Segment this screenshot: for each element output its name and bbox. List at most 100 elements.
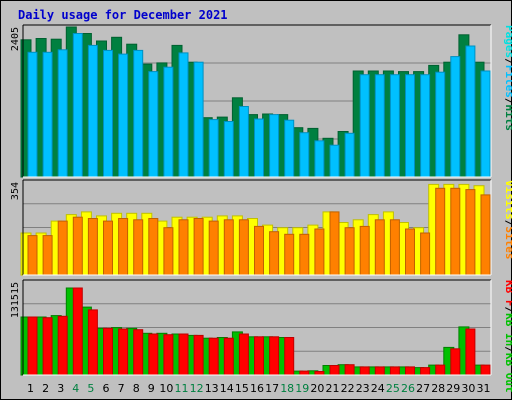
bar-visits-sites: [450, 187, 461, 276]
bar-hits-files: [27, 51, 38, 178]
bar-visits-sites: [435, 187, 446, 276]
bar-kbytes-kb-out: [42, 317, 53, 376]
x-tick-label: 4: [72, 382, 79, 395]
x-tick-label: 27: [416, 382, 430, 395]
x-tick-label: 26: [401, 382, 415, 395]
x-tick-label: 29: [446, 382, 460, 395]
x-tick-label: 2: [42, 382, 49, 395]
x-tick-label: 25: [386, 382, 400, 395]
x-tick-label: 3: [57, 382, 64, 395]
bar-visits-sites: [329, 211, 340, 276]
bar-hits-files: [72, 33, 83, 178]
bar-hits-files: [329, 144, 340, 178]
bar-hits-files: [480, 70, 491, 178]
bar-kbytes-kb-out: [389, 366, 400, 376]
bar-kbytes-kb-out: [27, 316, 38, 376]
bar-visits-sites: [72, 216, 83, 276]
bar-visits-sites: [103, 220, 113, 276]
bar-kbytes-kb-out: [133, 329, 144, 376]
legend-part-0: Visits: [503, 180, 512, 220]
bar-visits-sites: [208, 220, 219, 276]
bar-hits-files: [118, 53, 129, 178]
x-tick-label: 20: [310, 382, 324, 395]
bar-hits-files: [87, 44, 98, 178]
bar-hits-files: [314, 140, 325, 178]
bar-hits-files: [148, 71, 159, 178]
bar-hits-files: [374, 74, 385, 178]
bar-hits-files: [465, 45, 476, 178]
x-tick-label: 16: [250, 382, 264, 395]
x-tick-label: 10: [159, 382, 173, 395]
bar-kbytes-kb-out: [87, 309, 98, 376]
bar-visits-sites: [420, 232, 431, 276]
x-tick-label: 21: [326, 382, 340, 395]
panel-kbytes-legend-label: KB F/KB In/KB Out: [503, 280, 512, 393]
bar-hits-files: [420, 74, 431, 178]
chart-title: Daily usage for December 2021: [18, 8, 228, 22]
bar-hits-files: [269, 114, 280, 178]
bar-visits-sites: [57, 220, 68, 276]
panel-visits-ymax-label: 354: [10, 182, 21, 200]
bar-hits-files: [450, 56, 461, 178]
bar-kbytes-kb-out: [238, 333, 249, 376]
bar-visits-sites: [27, 235, 38, 276]
x-tick-label: 28: [431, 382, 445, 395]
bar-kbytes-kb-out: [57, 315, 68, 376]
panel-visits-legend-label: Visits/Sites: [503, 180, 512, 260]
x-tick-label: 11: [175, 382, 189, 395]
bar-hits-files: [163, 66, 174, 178]
bar-kbytes-kb-out: [284, 337, 295, 376]
bar-kbytes-kb-out: [254, 336, 264, 376]
bar-visits-sites: [284, 233, 295, 276]
bar-hits-files: [193, 61, 204, 178]
bar-visits-sites: [389, 219, 400, 276]
legend-part-4: KB Out: [503, 353, 512, 393]
panel-kbytes-ymax-label: 131515: [10, 282, 21, 318]
bar-visits-sites: [269, 231, 280, 276]
bar-visits-sites: [344, 227, 355, 276]
bar-kbytes-kb-out: [314, 371, 325, 376]
bar-hits-files: [208, 119, 219, 178]
bar-kbytes-kb-out: [118, 328, 129, 376]
bar-visits-sites: [374, 219, 385, 276]
bar-kbytes-kb-out: [103, 327, 113, 376]
panel-hits-legend-label: Pages/Files/Hits: [503, 25, 512, 131]
legend-part-2: Sites: [503, 226, 512, 259]
x-tick-label: 12: [190, 382, 204, 395]
bar-visits-sites: [299, 233, 310, 276]
bar-kbytes-kb-out: [72, 287, 83, 376]
bar-hits-files: [299, 132, 310, 178]
legend-part-1: /: [503, 220, 512, 227]
bar-visits-sites: [465, 189, 476, 276]
x-tick-label: 13: [205, 382, 219, 395]
bar-visits-sites: [223, 219, 234, 276]
legend-part-0: Pages: [503, 25, 512, 58]
bar-kbytes-kb-out: [435, 364, 446, 376]
legend-part-3: /: [503, 346, 512, 353]
bar-visits-sites: [42, 235, 53, 276]
legend-part-3: /: [503, 98, 512, 105]
legend-part-4: Hits: [503, 105, 512, 132]
bar-kbytes-kb-out: [223, 337, 234, 376]
x-tick-label: 19: [295, 382, 309, 395]
x-tick-label: 7: [118, 382, 125, 395]
bar-visits-sites: [238, 219, 249, 276]
bar-visits-sites: [133, 219, 144, 276]
bar-visits-sites: [405, 228, 415, 276]
x-tick-label: 1: [27, 382, 34, 395]
bar-kbytes-kb-out: [208, 337, 219, 376]
x-tick-label: 15: [235, 382, 249, 395]
bar-visits-sites: [178, 219, 189, 276]
bar-visits-sites: [254, 225, 264, 276]
x-tick-label: 30: [461, 382, 475, 395]
panel-hits-ymax-label: 2405: [10, 27, 21, 51]
bar-visits-sites: [193, 218, 204, 276]
x-tick-label: 14: [220, 382, 234, 395]
bar-kbytes-kb-out: [359, 366, 370, 376]
bar-kbytes-kb-out: [480, 364, 491, 376]
legend-part-2: KB In: [503, 313, 512, 346]
bar-visits-sites: [314, 228, 325, 276]
bar-kbytes-kb-out: [163, 334, 174, 376]
bar-kbytes-kb-out: [374, 366, 385, 376]
